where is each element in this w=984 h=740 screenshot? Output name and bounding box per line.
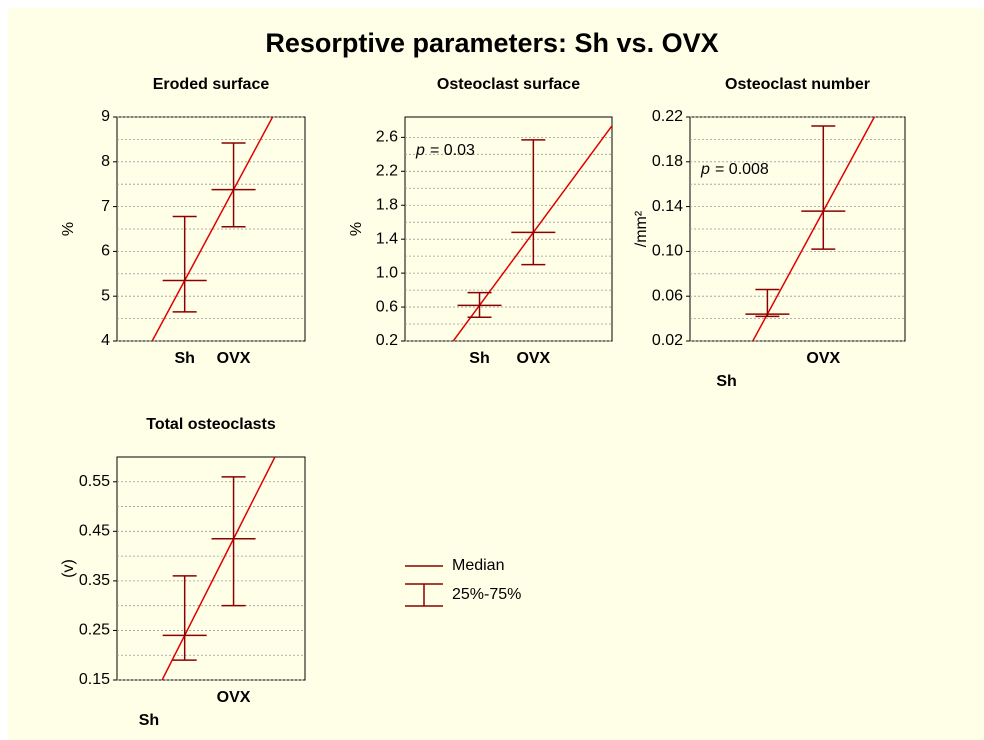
y-axis-label: (v) bbox=[60, 559, 77, 578]
y-tick-label: 0.6 bbox=[376, 298, 398, 315]
fit-line bbox=[161, 457, 276, 680]
y-tick-label: 0.10 bbox=[652, 243, 683, 260]
y-tick-label: 6 bbox=[101, 243, 110, 260]
panel-title: Osteoclast number bbox=[725, 76, 870, 93]
plot-area bbox=[689, 116, 906, 342]
page-title: Resorptive parameters: Sh vs. OVX bbox=[265, 28, 718, 58]
x-tick-label: OVX bbox=[217, 350, 251, 367]
x-tick-label: Sh bbox=[469, 350, 489, 367]
y-tick-label: 0.22 bbox=[652, 108, 683, 125]
fit-line bbox=[752, 117, 875, 341]
plot-area bbox=[116, 456, 306, 681]
annotation-symbol: p bbox=[700, 161, 710, 178]
y-tick-label: 0.55 bbox=[79, 473, 110, 490]
y-tick-label: 0.25 bbox=[79, 622, 110, 639]
y-axis-label: % bbox=[348, 222, 365, 236]
y-tick-label: 0.06 bbox=[652, 287, 683, 304]
annotation-text: = 0.03 bbox=[430, 142, 475, 159]
y-tick-label: 0.18 bbox=[652, 153, 683, 170]
panel-title: Eroded surface bbox=[153, 76, 270, 93]
y-tick-label: 4 bbox=[101, 332, 110, 349]
y-tick-label: 0.02 bbox=[652, 332, 683, 349]
y-tick-label: 8 bbox=[101, 153, 110, 170]
x-tick-label: Sh bbox=[716, 373, 736, 390]
x-tick-label: OVX bbox=[806, 350, 840, 367]
fit-line bbox=[151, 117, 274, 341]
y-tick-label: 0.35 bbox=[79, 572, 110, 589]
y-tick-label: 7 bbox=[101, 198, 110, 215]
y-tick-label: 1.8 bbox=[376, 196, 398, 213]
fit-line bbox=[452, 124, 612, 341]
x-tick-label: Sh bbox=[139, 712, 159, 729]
annotation-symbol: p bbox=[415, 142, 425, 159]
y-tick-label: 2.6 bbox=[376, 129, 398, 146]
legend-label: 25%-75% bbox=[452, 586, 521, 603]
panel-title: Osteoclast surface bbox=[437, 76, 580, 93]
y-axis-label: % bbox=[60, 222, 77, 236]
y-tick-label: 9 bbox=[101, 108, 110, 125]
y-tick-label: 0.2 bbox=[376, 332, 398, 349]
y-axis-label: /mm² bbox=[633, 210, 650, 247]
y-tick-label: 0.15 bbox=[79, 671, 110, 688]
y-tick-label: 1.0 bbox=[376, 264, 398, 281]
x-tick-label: OVX bbox=[516, 350, 550, 367]
y-tick-label: 2.2 bbox=[376, 163, 398, 180]
y-tick-label: 5 bbox=[101, 287, 110, 304]
x-tick-label: OVX bbox=[217, 689, 251, 706]
legend-label: Median bbox=[452, 557, 504, 574]
panel-title: Total osteoclasts bbox=[146, 416, 276, 433]
y-tick-label: 0.45 bbox=[79, 523, 110, 540]
annotation-text: = 0.008 bbox=[715, 161, 769, 178]
y-tick-label: 0.14 bbox=[652, 198, 683, 215]
x-tick-label: Sh bbox=[174, 350, 194, 367]
y-tick-label: 1.4 bbox=[376, 230, 398, 247]
